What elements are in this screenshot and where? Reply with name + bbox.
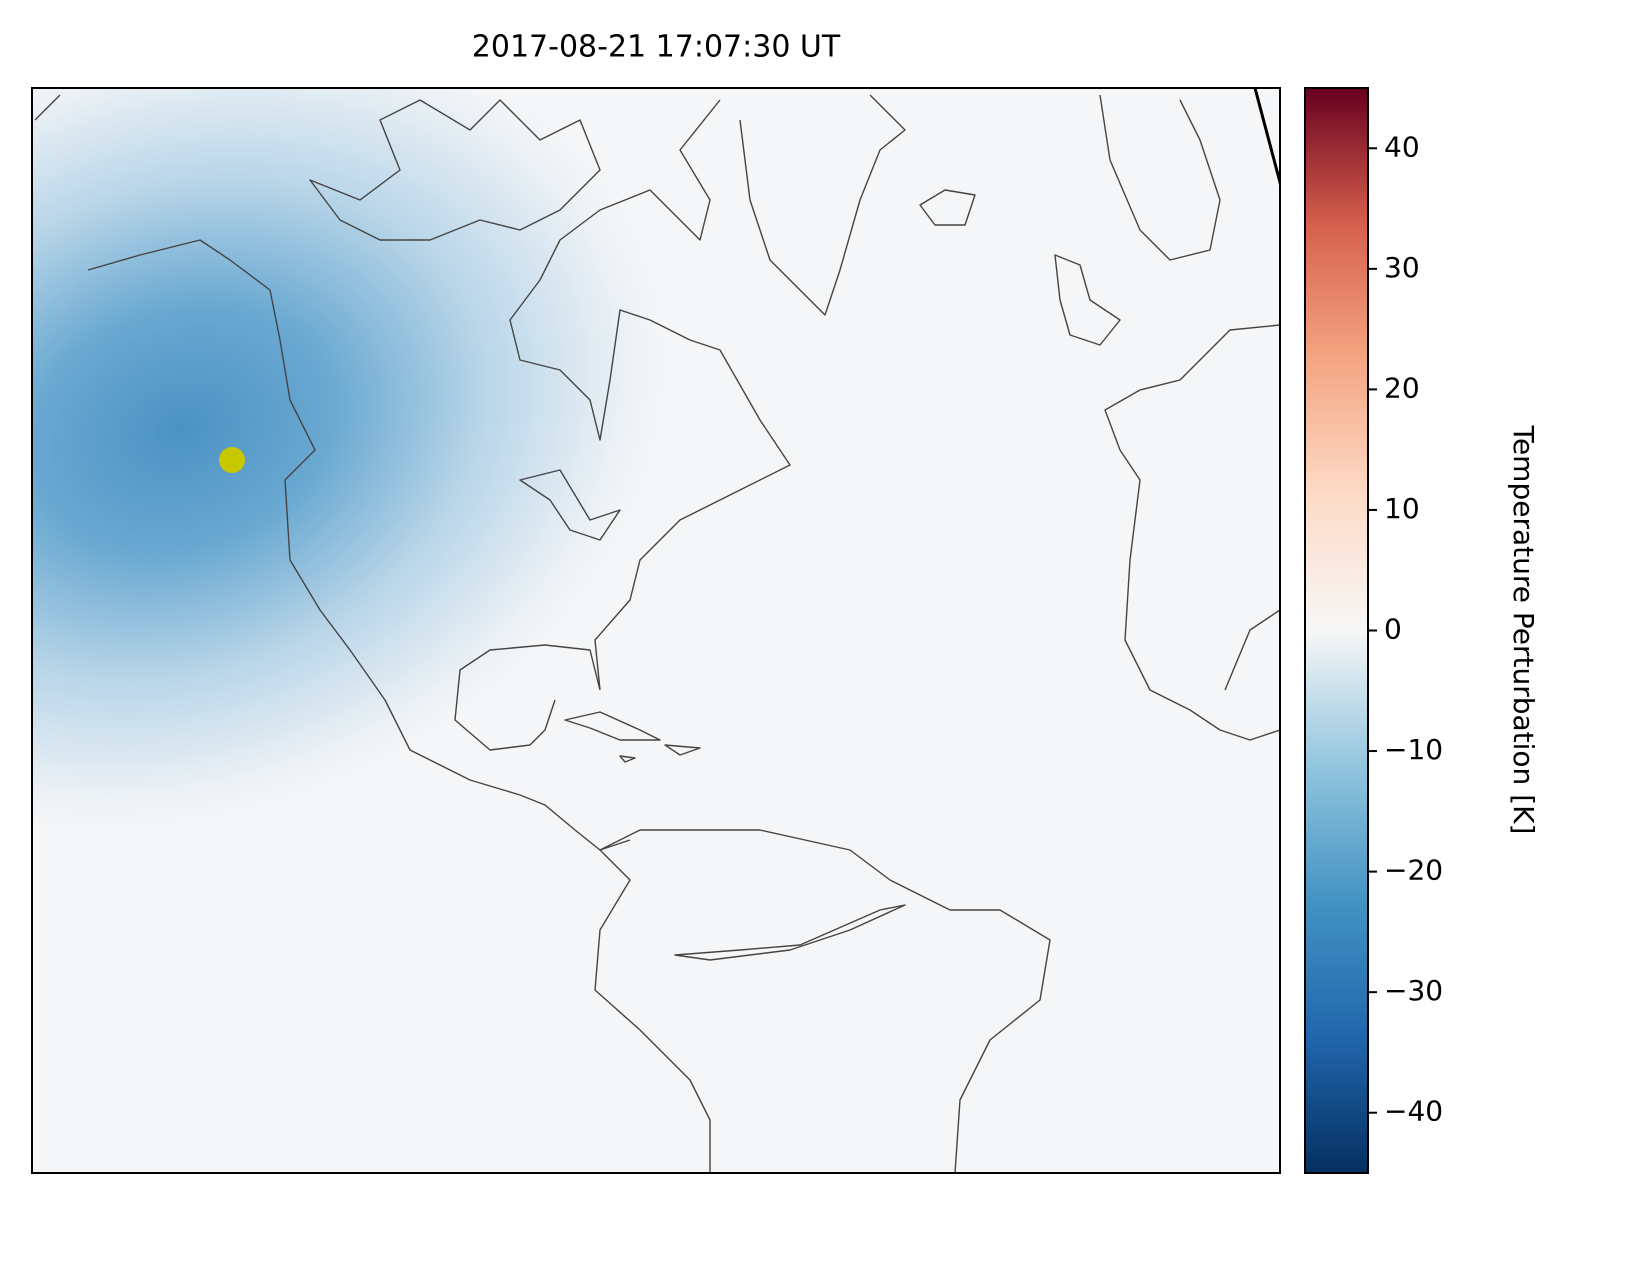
map-frame [31, 87, 1281, 1174]
colorbar-tick-label: 40 [1384, 130, 1420, 163]
colorbar-tick-label: 20 [1384, 371, 1420, 404]
colorbar-tick-label: −10 [1384, 733, 1443, 766]
terminator-line [1253, 88, 1280, 189]
map-area [32, 88, 1280, 1173]
coastlines [34, 94, 1280, 1173]
colorbar-tick-label: −40 [1384, 1095, 1443, 1128]
colorbar [1304, 87, 1369, 1174]
colorbar-tick-label: −30 [1384, 974, 1443, 1007]
chart-title: 2017-08-21 17:07:30 UT [472, 30, 841, 65]
colorbar-label: Temperature Perturbation [K] [1507, 425, 1540, 835]
colorbar-tick-label: 10 [1384, 492, 1420, 525]
colorbar-tick-label: 30 [1384, 251, 1420, 284]
location-marker [219, 447, 245, 473]
perturbation-field [32, 88, 1280, 1173]
colorbar-tick-label: −20 [1384, 854, 1443, 887]
colorbar-tick-label: 0 [1384, 613, 1402, 646]
